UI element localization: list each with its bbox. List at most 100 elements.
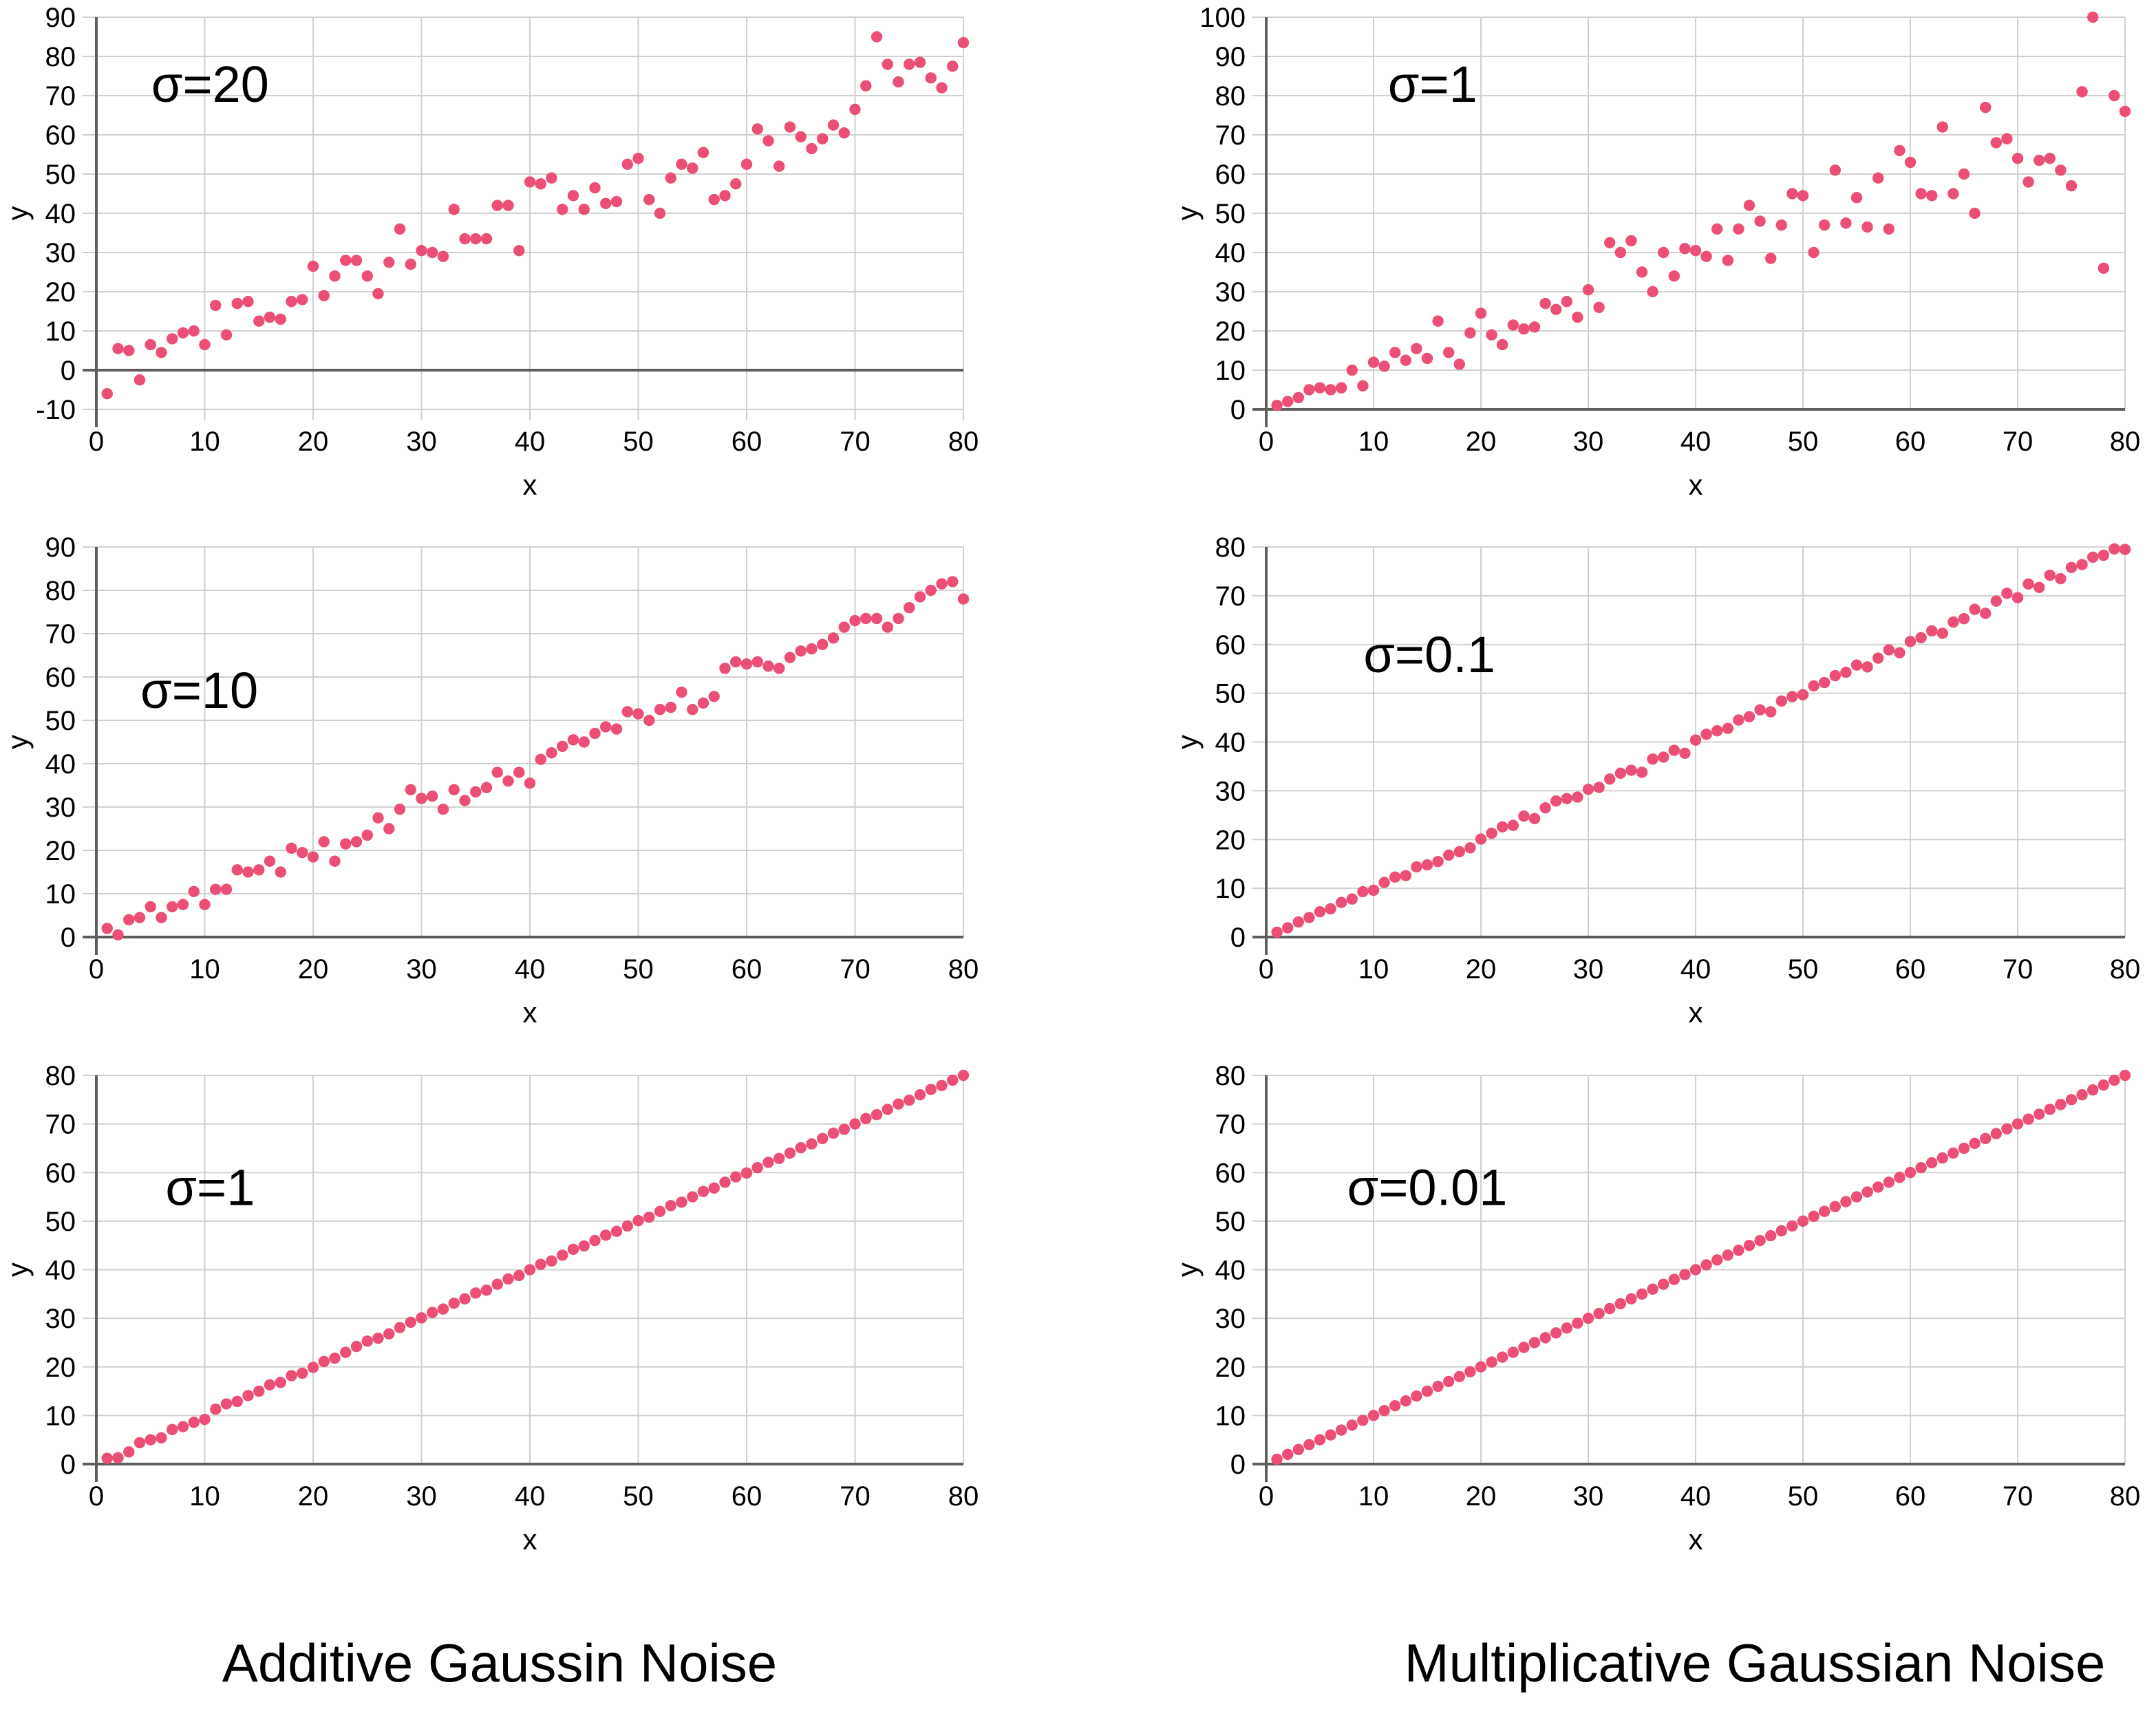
y-tick-label: 80 — [1215, 81, 1246, 111]
scatter-point — [957, 1069, 970, 1082]
scatter-point — [1733, 714, 1744, 726]
y-tick-label: 20 — [1215, 1353, 1246, 1383]
scatter-point — [275, 313, 286, 325]
x-tick-label: 50 — [1788, 954, 1819, 985]
scatter-point — [1389, 871, 1401, 883]
scatter-point — [145, 901, 156, 913]
scatter-point — [1861, 661, 1873, 673]
scatter-point — [340, 838, 352, 850]
scatter-point — [156, 912, 167, 923]
scatter-point — [1593, 782, 1605, 793]
scatter-point — [1400, 354, 1411, 366]
scatter-point — [1872, 1181, 1884, 1193]
y-tick-label: 60 — [45, 663, 76, 693]
scatter-point — [1904, 636, 1917, 647]
scatter-point — [437, 1303, 449, 1315]
y-tick-label: 10 — [45, 1401, 76, 1431]
scatter-point — [1497, 821, 1508, 833]
scatter-point — [1411, 861, 1422, 873]
scatter-point — [372, 812, 384, 824]
scatter-point — [491, 200, 503, 211]
x-tick-label: 40 — [1680, 954, 1711, 985]
x-tick-label: 60 — [1895, 954, 1926, 985]
y-tick-label: 90 — [45, 3, 76, 33]
scatter-point — [123, 345, 135, 356]
scatter-point — [1711, 223, 1723, 235]
scatter-point — [957, 36, 970, 49]
scatter-point — [524, 777, 536, 789]
x-axis-title: x — [1689, 996, 1703, 1029]
scatter-point — [1486, 1356, 1497, 1368]
scatter-point — [1528, 813, 1541, 824]
scatter-point — [101, 923, 113, 934]
y-axis-title: y — [1171, 735, 1204, 749]
scatter-point — [145, 1434, 156, 1445]
scatter-point — [416, 793, 427, 804]
x-tick-label: 30 — [1573, 954, 1604, 985]
scatter-point — [1668, 1273, 1680, 1285]
scatter-point — [437, 250, 449, 262]
scatter-point — [1733, 1245, 1744, 1256]
scatter-point — [513, 244, 525, 257]
scatter-point — [470, 1287, 482, 1299]
scatter-point — [1314, 382, 1326, 394]
scatter-point — [350, 255, 363, 266]
y-axis-title: y — [1171, 206, 1204, 221]
scatter-point — [643, 714, 655, 727]
x-tick-label: 80 — [948, 954, 979, 985]
scatter-point — [459, 795, 471, 806]
scatter-point — [654, 704, 666, 716]
scatter-point — [1282, 396, 1294, 407]
x-tick-label: 10 — [1358, 427, 1389, 457]
y-tick-label: 90 — [45, 533, 76, 563]
scatter-point — [1647, 753, 1658, 765]
x-tick-label: 0 — [89, 427, 104, 457]
scatter-point — [1969, 207, 1981, 219]
scatter-point — [882, 1104, 893, 1115]
scatter-point — [1733, 223, 1744, 235]
scatter-point — [762, 1157, 774, 1168]
scatter-point — [610, 1225, 623, 1237]
y-axis-title: y — [1, 1262, 34, 1277]
scatter-point — [513, 1269, 525, 1282]
y-tick-label: 50 — [1215, 199, 1246, 229]
y-tick-label: 20 — [1215, 825, 1246, 855]
scatter-point — [242, 1390, 254, 1401]
scatter-point — [600, 197, 612, 209]
x-tick-label: 10 — [189, 1481, 220, 1512]
scatter-point — [1561, 793, 1572, 804]
scatter-point — [1614, 1298, 1626, 1310]
scatter-point — [719, 663, 731, 674]
scatter-point — [524, 1264, 536, 1276]
scatter-point — [1775, 1225, 1787, 1237]
scatter-point — [925, 584, 937, 596]
scatter-point — [578, 1240, 590, 1252]
scatter-point — [253, 315, 265, 327]
x-tick-label: 50 — [1788, 427, 1819, 457]
scatter-point — [1819, 1205, 1831, 1217]
scatter-point — [297, 294, 308, 305]
x-tick-label: 20 — [1466, 954, 1497, 985]
x-tick-label: 20 — [1466, 427, 1497, 457]
scatter-point — [1582, 784, 1594, 795]
scatter-point — [210, 883, 222, 895]
scatter-point — [838, 127, 850, 139]
y-tick-label: 80 — [45, 576, 76, 606]
x-tick-label: 70 — [2003, 954, 2034, 985]
scatter-point — [1754, 704, 1766, 716]
scatter-point — [1883, 644, 1894, 656]
scatter-point — [1518, 323, 1530, 335]
scatter-point — [350, 836, 363, 848]
scatter-point — [156, 347, 167, 358]
scatter-point — [1861, 1186, 1873, 1198]
scatter-point — [1700, 1259, 1712, 1271]
scatter-point — [687, 1191, 698, 1203]
x-tick-label: 80 — [2110, 1481, 2141, 1512]
scatter-point — [860, 80, 872, 92]
scatter-point — [1292, 1443, 1305, 1456]
scatter-point — [177, 1421, 189, 1432]
scatter-point — [2119, 544, 2131, 555]
scatter-point — [795, 1142, 807, 1154]
scatter-point — [1904, 1167, 1917, 1179]
scatter-point — [2034, 1108, 2045, 1120]
